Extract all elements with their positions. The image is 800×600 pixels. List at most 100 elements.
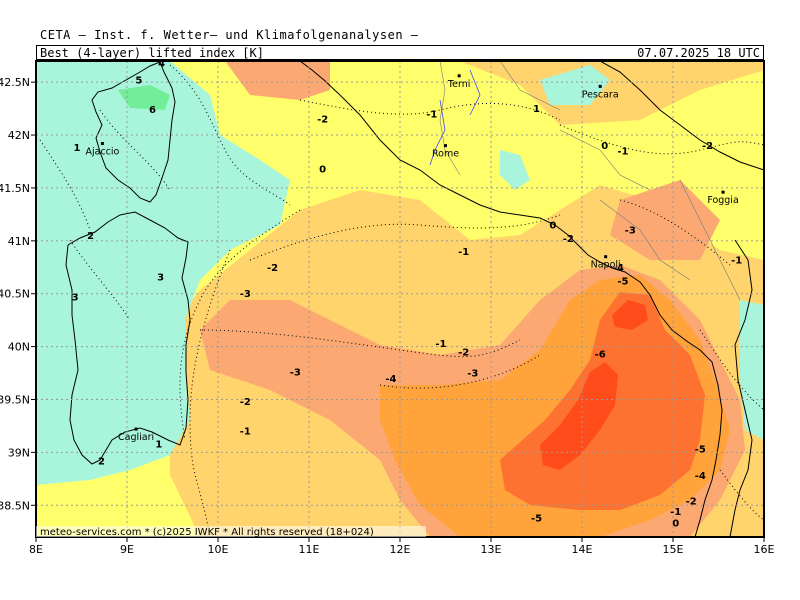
contour-value-label: -4 [385,374,396,385]
italy-east-coast [599,61,764,171]
city-label: Cagliari [118,432,154,443]
contour-value-label: -5 [531,513,542,524]
very-stable-zone-south [740,300,764,440]
contour-value-label: 3 [157,272,164,283]
borders [439,61,741,301]
y-tick-label: 42N [8,129,30,142]
contour-value-label: 0 [549,220,556,231]
y-tick-label: 41.5N [0,182,30,195]
y-axis: 42.5N 42N 41.5N 41N 40.5N 40N 39.5N 39N 38.5N [0,76,36,512]
very-stable-zone-rome [500,150,530,190]
footer-backdrop [36,526,426,537]
contour-value-label: -2 [317,115,328,126]
green-core-zone [118,85,170,110]
contour-value-label: -4 [613,263,624,274]
y-tick-label: 41N [8,235,30,248]
x-tick-label: 13E [481,543,502,556]
city-layer: Terni Pescara Ajaccio Rome Foggia Napoli Cagli… [86,74,739,443]
x-tick-label: 14E [572,543,593,556]
contour-line [189,249,231,537]
city-marker [721,190,725,194]
contour-value-label: -3 [467,369,478,380]
unstable-zone-4-napoli [612,300,648,330]
contour-value-label: -2 [458,347,469,358]
contour-value-label: -2 [267,263,278,274]
contour-value-label: -3 [240,289,251,300]
corsica-coast [91,61,176,203]
timestamp-label: 07.07.2025 18 UTC [637,46,760,60]
city-marker [444,144,447,148]
contour-value-label: 1 [155,439,162,450]
contour-line [179,209,301,441]
y-tick-label: 39.5N [0,393,30,406]
contour-value-label: -6 [595,350,606,361]
contour-value-label: 1 [73,143,80,154]
city-marker [100,142,104,146]
very-stable-zone [36,61,290,485]
contour-value-label: -2 [686,497,697,508]
x-tick-label: 10E [208,543,229,556]
contour-line [249,214,561,261]
contour-value-label: 5 [135,76,142,87]
city-label: Terni [447,79,470,90]
x-tick-label: 9E [120,543,134,556]
contour-value-label: -1 [458,247,469,258]
city-label: Napoli [591,260,621,271]
x-tick-label: 12E [390,543,411,556]
city-label: Foggia [707,195,738,206]
contour-value-label: 0 [319,164,326,175]
contour-value-label: -5 [695,445,706,456]
southern-coast [729,239,753,537]
rivers [429,69,481,166]
contour-value-label: 0 [601,141,608,152]
x-tick-label: 11E [299,543,320,556]
contour-value-label: 4 [158,59,165,70]
contour-value-label: 0 [672,519,679,530]
contour-value-label: -1 [617,146,628,157]
border-line [499,61,561,111]
contour-line [69,239,131,321]
y-tick-label: 42.5N [0,76,30,89]
contour-value-label: -1 [670,507,681,518]
contour-value-label: -4 [695,471,706,482]
river-line [429,99,446,166]
city-label: Ajaccio [86,147,120,158]
border-line [559,129,651,191]
y-tick-label: 40.5N [0,288,30,301]
lat-lon-grid [36,61,764,537]
chart-title: CETA — Inst. f. Wetter— und Klimafolgena… [40,28,419,42]
contour-line [379,354,541,389]
contour-value-label: 2 [87,231,94,242]
city-label: Pescara [582,89,619,100]
unstable-zone-4 [540,362,618,470]
contour-value-label: -2 [702,141,713,152]
subtitle-bar: Best_(4-layer)_lifted_index_[K] 07.07.20… [36,45,764,60]
contour-value-label: -1 [426,109,437,120]
contour-value-label: -1 [731,255,742,266]
contour-value-label: -2 [240,397,251,408]
x-tick-label: 8E [29,543,43,556]
coastlines [65,61,764,537]
contour-lines [39,64,764,537]
contour-line [199,329,521,358]
x-axis: 8E 9E 10E 11E 12E 13E 14E 15E 16E [29,537,775,556]
city-marker [134,427,138,431]
contour-value-label: -1 [435,339,446,350]
contour-value-label: -1 [240,427,251,438]
border-line [679,179,741,301]
contour-value-label: 3 [72,292,79,303]
contour-value-label: 1 [533,104,540,115]
city-label: Rome [432,149,459,160]
copyright-footer: meteo-services.com * (c)2025 IWKF * All … [40,527,374,538]
sardinia-coast [65,211,191,465]
y-tick-label: 40N [8,341,30,354]
italy-west-coast [299,61,723,537]
border-line [599,199,691,281]
contour-value-label: 2 [98,456,105,467]
contour-line [719,469,764,521]
contour-line [619,199,731,266]
unstable-zone-east [610,180,720,260]
border-line [439,61,461,176]
